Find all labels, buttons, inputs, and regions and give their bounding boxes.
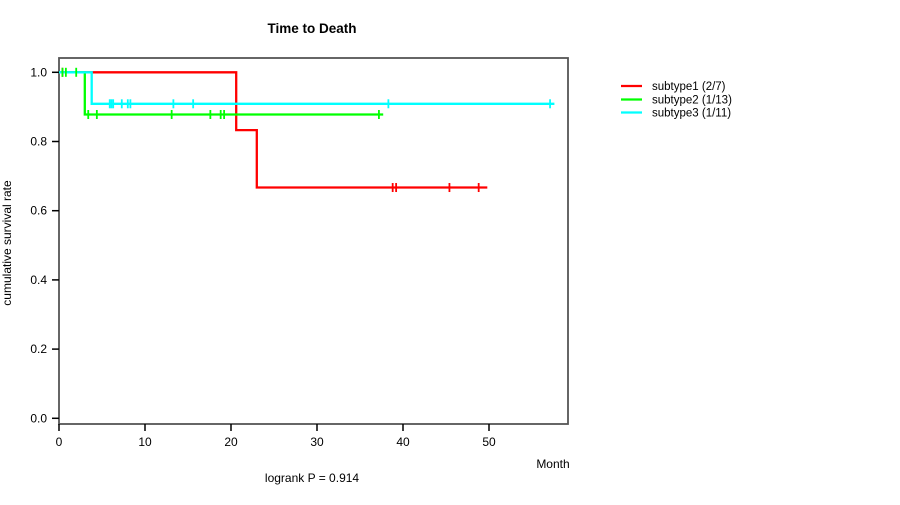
survival-curves <box>59 71 555 189</box>
y-axis-label: cumulative survival rate <box>0 180 14 306</box>
legend-label: subtype2 (1/13) <box>652 95 732 107</box>
censor-tick-marks <box>61 67 551 193</box>
survival-curve-subtype3 <box>59 71 555 105</box>
y-tick-label: 0.0 <box>30 411 47 425</box>
x-axis-label: Month <box>536 457 569 471</box>
legend-item-1: subtype1 (2/7) <box>621 81 726 93</box>
legend-item-3: subtype3 (1/11) <box>621 108 731 120</box>
y-tick-label: 1.0 <box>30 65 47 79</box>
x-axis: 0 10 20 30 40 50 <box>56 424 496 449</box>
y-axis: 0.0 0.2 0.4 0.6 0.8 1.0 <box>30 65 59 425</box>
legend: subtype1 (2/7) subtype2 (1/13)subtype3 (1… <box>621 81 732 120</box>
plot-area-border <box>58 57 569 425</box>
x-tick-label: 10 <box>138 435 152 449</box>
legend-item-2: subtype2 (1/13) <box>621 95 732 107</box>
x-tick-label: 20 <box>224 435 238 449</box>
chart-title: Time to Death <box>267 21 356 36</box>
x-tick-label: 40 <box>396 435 410 449</box>
survival-curve-subtype1 <box>59 71 488 189</box>
x-tick-label: 50 <box>482 435 496 449</box>
legend-label: subtype3 (1/11) <box>652 108 731 120</box>
survival-curve-subtype2 <box>59 71 384 116</box>
y-tick-label: 0.2 <box>30 342 47 356</box>
x-tick-label: 0 <box>56 435 63 449</box>
logrank-annotation: logrank P = 0.914 <box>265 471 360 485</box>
y-tick-label: 0.8 <box>30 135 47 149</box>
y-tick-label: 0.4 <box>30 273 47 287</box>
legend-label: subtype1 (2/7) <box>652 81 726 93</box>
x-tick-label: 30 <box>310 435 324 449</box>
y-tick-label: 0.6 <box>30 204 47 218</box>
